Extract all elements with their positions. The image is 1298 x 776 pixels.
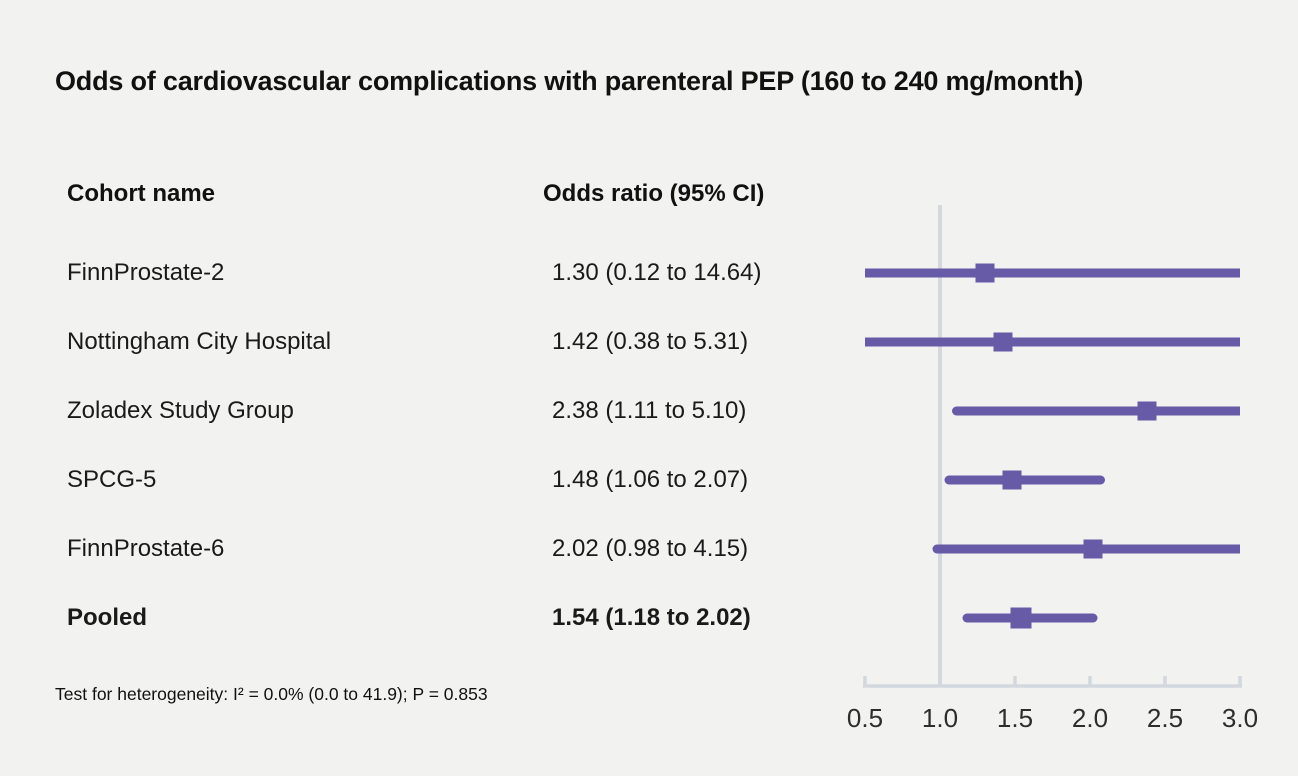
cohort-label: SPCG-5 [67, 466, 157, 493]
cohort-label: Pooled [67, 604, 148, 631]
x-tick-label: 0.5 [847, 703, 883, 733]
table-row: FinnProstate-6 2.02 (0.98 to 4.15) [0, 532, 860, 566]
x-tick-label: 2.5 [1147, 703, 1183, 733]
table-row: Pooled 1.54 (1.18 to 2.02) [0, 601, 860, 635]
or-value: 1.42 (0.38 to 5.31) [552, 328, 749, 355]
or-value: 2.02 (0.98 to 4.15) [552, 535, 749, 562]
or-marker [993, 332, 1013, 352]
cohort-label: Zoladex Study Group [67, 397, 294, 424]
x-tick-label: 1.0 [922, 703, 958, 733]
x-tick-label: 2.0 [1072, 703, 1108, 733]
cohort-label: FinnProstate-2 [67, 259, 225, 286]
or-value: 1.30 (0.12 to 14.64) [552, 259, 762, 286]
cohort-label: FinnProstate-6 [67, 535, 225, 562]
column-header-cohort: Cohort name [67, 180, 216, 207]
table-row: Nottingham City Hospital 1.42 (0.38 to 5.… [0, 325, 860, 359]
or-marker [1002, 470, 1022, 490]
column-header-odds-ratio: Odds ratio (95% CI) [543, 180, 765, 207]
cohort-label: Nottingham City Hospital [67, 328, 332, 355]
heterogeneity-note: Test for heterogeneity: I² = 0.0% (0.0 t… [55, 684, 488, 704]
x-tick-label: 1.5 [997, 703, 1033, 733]
or-marker [1083, 539, 1103, 559]
or-value: 1.48 (1.06 to 2.07) [552, 466, 749, 493]
or-value: 1.54 (1.18 to 2.02) [552, 604, 751, 631]
figure-title: Odds of cardiovascular complications wit… [55, 66, 1084, 96]
x-tick-label: 3.0 [1222, 703, 1258, 733]
table-row: Zoladex Study Group 2.38 (1.11 to 5.10) [0, 394, 860, 428]
pooled-or-marker [1010, 607, 1032, 629]
or-value: 2.38 (1.11 to 5.10) [552, 397, 747, 424]
table-row: SPCG-5 1.48 (1.06 to 2.07) [0, 463, 860, 497]
table-row: FinnProstate-2 1.30 (0.12 to 14.64) [0, 256, 860, 290]
or-marker [975, 263, 995, 283]
or-marker [1137, 401, 1157, 421]
